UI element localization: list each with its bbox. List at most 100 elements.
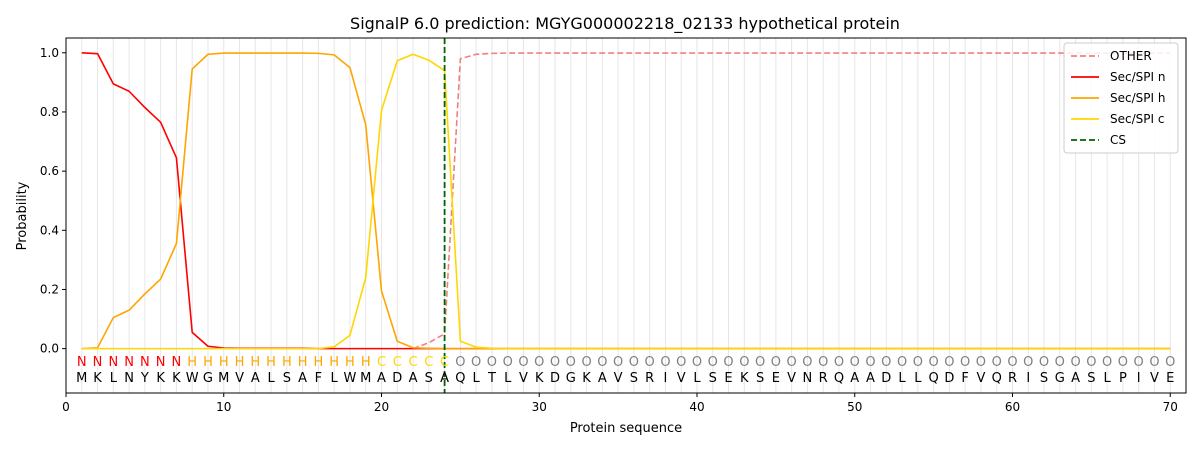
chart-title: SignalP 6.0 prediction: MGYG000002218_02… <box>350 14 900 34</box>
residue-label: R <box>819 371 828 386</box>
region-label: H <box>329 355 339 370</box>
residue-label: V <box>519 371 528 386</box>
region-label: O <box>676 355 686 370</box>
region-label: O <box>928 355 938 370</box>
residue-label: M <box>360 371 371 386</box>
region-label: O <box>960 355 970 370</box>
region-label: O <box>771 355 781 370</box>
residue-label: K <box>93 371 102 386</box>
region-label: N <box>108 355 118 370</box>
region-label: O <box>629 355 639 370</box>
x-tick-label: 20 <box>374 400 389 414</box>
y-tick-label: 0.6 <box>40 164 59 178</box>
region-label: O <box>503 355 513 370</box>
region-label: N <box>156 355 166 370</box>
region-label: N <box>77 355 87 370</box>
region-label: O <box>723 355 733 370</box>
residue-label: D <box>881 371 891 386</box>
region-label: C <box>440 355 449 370</box>
x-axis-label: Protein sequence <box>570 421 682 436</box>
region-label: O <box>613 355 623 370</box>
residue-label: L <box>693 371 701 386</box>
residue-label: A <box>298 371 307 386</box>
x-tick-label: 0 <box>62 400 70 414</box>
series-line-sec-spi-n <box>81 51 1171 350</box>
region-label: O <box>566 355 576 370</box>
residue-label: D <box>392 371 402 386</box>
residue-label: K <box>582 371 591 386</box>
legend-label: Sec/SPI c <box>1110 112 1164 126</box>
residue-label: L <box>914 371 922 386</box>
region-label: H <box>266 355 276 370</box>
region-label: O <box>1102 355 1112 370</box>
residue-label: A <box>1071 371 1080 386</box>
residue-label: A <box>377 371 386 386</box>
region-label: O <box>581 355 591 370</box>
residue-label: V <box>787 371 796 386</box>
region-label: O <box>755 355 765 370</box>
region-label: C <box>377 355 386 370</box>
residue-label: E <box>724 371 732 386</box>
residue-label: A <box>850 371 859 386</box>
region-label: O <box>1149 355 1159 370</box>
residue-label: T <box>487 371 496 386</box>
region-label: H <box>219 355 229 370</box>
residue-label: I <box>1026 371 1030 386</box>
residue-label: E <box>772 371 780 386</box>
residue-label: S <box>1087 371 1095 386</box>
residue-label: G <box>566 371 576 386</box>
region-label: C <box>409 355 418 370</box>
region-label: H <box>345 355 355 370</box>
x-tick-label: 10 <box>216 400 231 414</box>
residue-label: R <box>1008 371 1017 386</box>
residue-label: L <box>267 371 275 386</box>
residue-label: K <box>156 371 165 386</box>
region-label: O <box>1055 355 1065 370</box>
x-tick-label: 30 <box>532 400 547 414</box>
residue-label: K <box>740 371 749 386</box>
residue-label: G <box>203 371 213 386</box>
legend-label: OTHER <box>1110 49 1152 63</box>
region-label: O <box>487 355 497 370</box>
residue-label: V <box>235 371 244 386</box>
residue-label: S <box>756 371 764 386</box>
residue-label: S <box>709 371 717 386</box>
residue-label: F <box>961 371 968 386</box>
residue-label: N <box>803 371 813 386</box>
residue-label: P <box>1119 371 1127 386</box>
residue-label: N <box>124 371 134 386</box>
residue-labels: NMNKNLNNNYNKNKHWHGHMHVHAHLHSHAHFHLHWHMCA… <box>76 355 1175 386</box>
residue-label: L <box>473 371 481 386</box>
y-tick-label: 1.0 <box>40 46 59 60</box>
region-label: O <box>850 355 860 370</box>
residue-label: S <box>1040 371 1048 386</box>
region-label: O <box>1086 355 1096 370</box>
residue-label: F <box>315 371 322 386</box>
residue-label: K <box>172 371 181 386</box>
region-label: O <box>881 355 891 370</box>
region-label: H <box>203 355 213 370</box>
region-label: H <box>187 355 197 370</box>
region-label: O <box>897 355 907 370</box>
region-label: H <box>235 355 245 370</box>
region-label: N <box>124 355 134 370</box>
residue-label: L <box>898 371 906 386</box>
region-label: O <box>645 355 655 370</box>
region-label: O <box>818 355 828 370</box>
region-label: O <box>834 355 844 370</box>
residue-label: A <box>251 371 260 386</box>
x-tick-label: 40 <box>689 400 704 414</box>
legend: OTHER Sec/SPI n Sec/SPI h Sec/SPI c CS <box>1063 42 1179 154</box>
region-label: H <box>250 355 260 370</box>
region-label: O <box>660 355 670 370</box>
residue-label: Q <box>834 371 844 386</box>
residue-label: Q <box>992 371 1002 386</box>
residue-label: G <box>1055 371 1065 386</box>
region-label: O <box>992 355 1002 370</box>
residue-label: L <box>1104 371 1112 386</box>
region-label: O <box>708 355 718 370</box>
residue-label: D <box>550 371 560 386</box>
region-label: O <box>550 355 560 370</box>
plot-frame <box>65 37 1187 394</box>
